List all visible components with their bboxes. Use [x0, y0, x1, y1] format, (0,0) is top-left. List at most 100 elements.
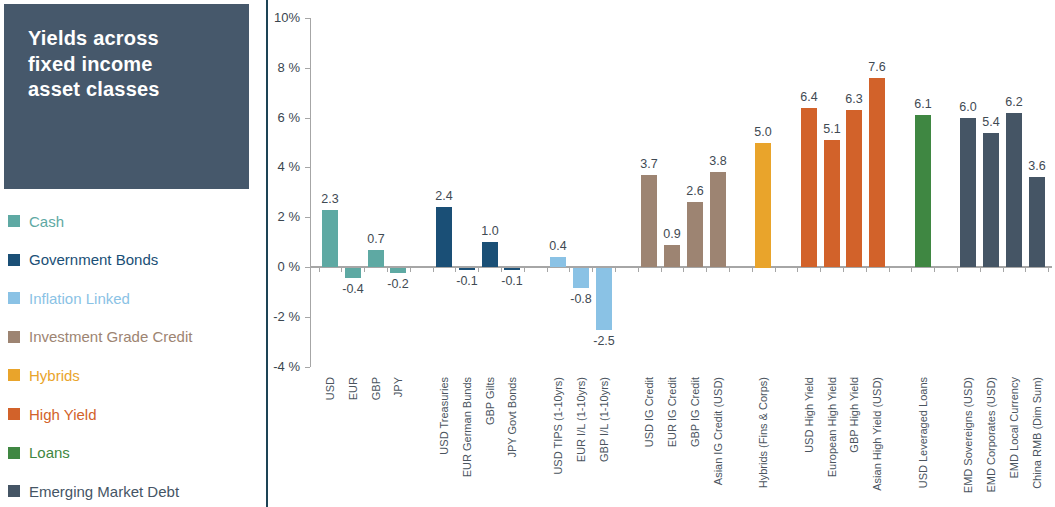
- y-axis-tick-label: 4 %: [248, 159, 300, 175]
- bar-value-label: 5.0: [733, 125, 793, 139]
- y-axis-tick-label: -4 %: [248, 359, 300, 375]
- x-axis-category-label: JPY Govt Bonds: [506, 377, 519, 458]
- x-axis-category-label: GBP: [370, 377, 383, 400]
- bar: [1006, 113, 1022, 267]
- x-axis-tick: [1025, 268, 1026, 272]
- y-axis-tick: [305, 217, 310, 218]
- bar: [1029, 177, 1045, 267]
- x-axis-tick: [410, 268, 411, 272]
- x-axis-tick: [957, 268, 958, 272]
- bar-value-label: 6.2: [984, 95, 1044, 109]
- bar: [755, 143, 771, 268]
- x-axis-category-label: EUR I/L (1-10yrs): [575, 377, 588, 462]
- x-axis-tick: [501, 268, 502, 272]
- x-axis-tick: [592, 268, 593, 272]
- x-axis-line: [310, 266, 1052, 268]
- x-axis-category-label: GBP I/L (1-10yrs): [598, 377, 611, 462]
- x-axis-category-label: USD High Yield: [803, 377, 816, 453]
- bar-value-label: 1.0: [460, 224, 520, 238]
- chart-page: Yields across fixed income asset classes…: [0, 0, 1055, 507]
- x-axis-tick: [683, 268, 684, 272]
- x-axis-tick: [1048, 268, 1049, 272]
- x-axis-category-label: EUR German Bunds: [461, 377, 474, 477]
- x-axis-tick: [638, 268, 639, 272]
- bar: [550, 257, 566, 267]
- x-axis-tick: [341, 268, 342, 272]
- bar-value-label: -2.5: [574, 334, 634, 348]
- x-axis-category-label: GBP High Yield: [848, 377, 861, 453]
- bar: [846, 110, 862, 267]
- bar-value-label: 3.6: [1007, 159, 1055, 173]
- bar: [504, 268, 520, 270]
- y-axis-tick-label: 6 %: [248, 110, 300, 126]
- x-axis-tick: [455, 268, 456, 272]
- bar: [824, 140, 840, 267]
- bar: [687, 202, 703, 267]
- bar: [596, 268, 612, 330]
- y-axis-tick: [305, 367, 310, 368]
- x-axis-category-label: EMD Local Currency: [1008, 377, 1021, 478]
- bar: [641, 175, 657, 267]
- x-axis-tick: [706, 268, 707, 272]
- bar: [459, 268, 475, 270]
- x-axis-category-label: Hybrids (Fins & Corps): [757, 377, 770, 488]
- x-axis-tick: [1003, 268, 1004, 272]
- x-axis-tick: [387, 268, 388, 272]
- bar: [983, 133, 999, 267]
- y-axis-tick: [305, 167, 310, 168]
- bar: [915, 115, 931, 267]
- x-axis-category-label: EUR IG Credit: [666, 377, 679, 447]
- x-axis-category-label: GBP Gilts: [484, 377, 497, 425]
- x-axis-tick: [729, 268, 730, 272]
- bar-value-label: 3.7: [619, 157, 679, 171]
- y-axis-tick: [305, 118, 310, 119]
- x-axis-tick: [364, 268, 365, 272]
- y-axis-tick-label: 8 %: [248, 60, 300, 76]
- bar-value-label: 3.8: [688, 154, 748, 168]
- x-axis-tick: [866, 268, 867, 272]
- x-axis-tick: [820, 268, 821, 272]
- y-axis-tick-label: 0 %: [248, 259, 300, 275]
- bar: [710, 172, 726, 267]
- y-axis-tick: [305, 317, 310, 318]
- bar: [869, 78, 885, 267]
- bar-value-label: -0.1: [482, 274, 542, 288]
- x-axis-tick: [752, 268, 753, 272]
- bar: [345, 268, 361, 278]
- x-axis-category-label: EMD Sovereigns (USD): [962, 377, 975, 493]
- x-axis-tick: [524, 268, 525, 272]
- x-axis-category-label: USD Leveraged Loans: [917, 377, 930, 488]
- x-axis-category-label: China RMB (Dim Sum): [1031, 377, 1044, 489]
- x-axis-category-label: USD IG Credit: [643, 377, 656, 447]
- x-axis-category-label: JPY: [392, 377, 405, 397]
- bar-value-label: 0.4: [528, 239, 588, 253]
- x-axis-category-label: European High Yield: [826, 377, 839, 477]
- plot-area: 10%8 %6 %4 %2 %0 %-2 %-4 %2.3USD-0.4EUR0…: [0, 0, 1055, 507]
- x-axis-tick: [569, 268, 570, 272]
- x-axis-tick: [934, 268, 935, 272]
- x-axis-tick: [889, 268, 890, 272]
- bar-value-label: 2.3: [300, 192, 360, 206]
- bar-value-label: 0.7: [346, 232, 406, 246]
- bar: [482, 242, 498, 267]
- y-axis-tick: [305, 68, 310, 69]
- bar-value-label: -0.2: [368, 277, 428, 291]
- x-axis-tick: [547, 268, 548, 272]
- bar: [322, 210, 338, 267]
- bar-value-label: 2.4: [414, 189, 474, 203]
- x-axis-category-label: USD TIPS (1-10yrs): [552, 377, 565, 475]
- x-axis-category-label: EUR: [347, 377, 360, 400]
- bar-value-label: 7.6: [847, 60, 907, 74]
- bar: [390, 268, 406, 273]
- x-axis-category-label: USD Treasuries: [438, 377, 451, 455]
- bar: [436, 207, 452, 267]
- y-axis-tick-label: 10%: [248, 10, 300, 26]
- x-axis-tick: [433, 268, 434, 272]
- x-axis-tick: [775, 268, 776, 272]
- x-axis-category-label: Asian High Yield (USD): [871, 377, 884, 491]
- x-axis-category-label: GBP IG Credit: [689, 377, 702, 447]
- x-axis-tick: [319, 268, 320, 272]
- x-axis-category-label: Asian IG Credit (USD): [712, 377, 725, 485]
- x-axis-tick: [615, 268, 616, 272]
- x-axis-tick: [478, 268, 479, 272]
